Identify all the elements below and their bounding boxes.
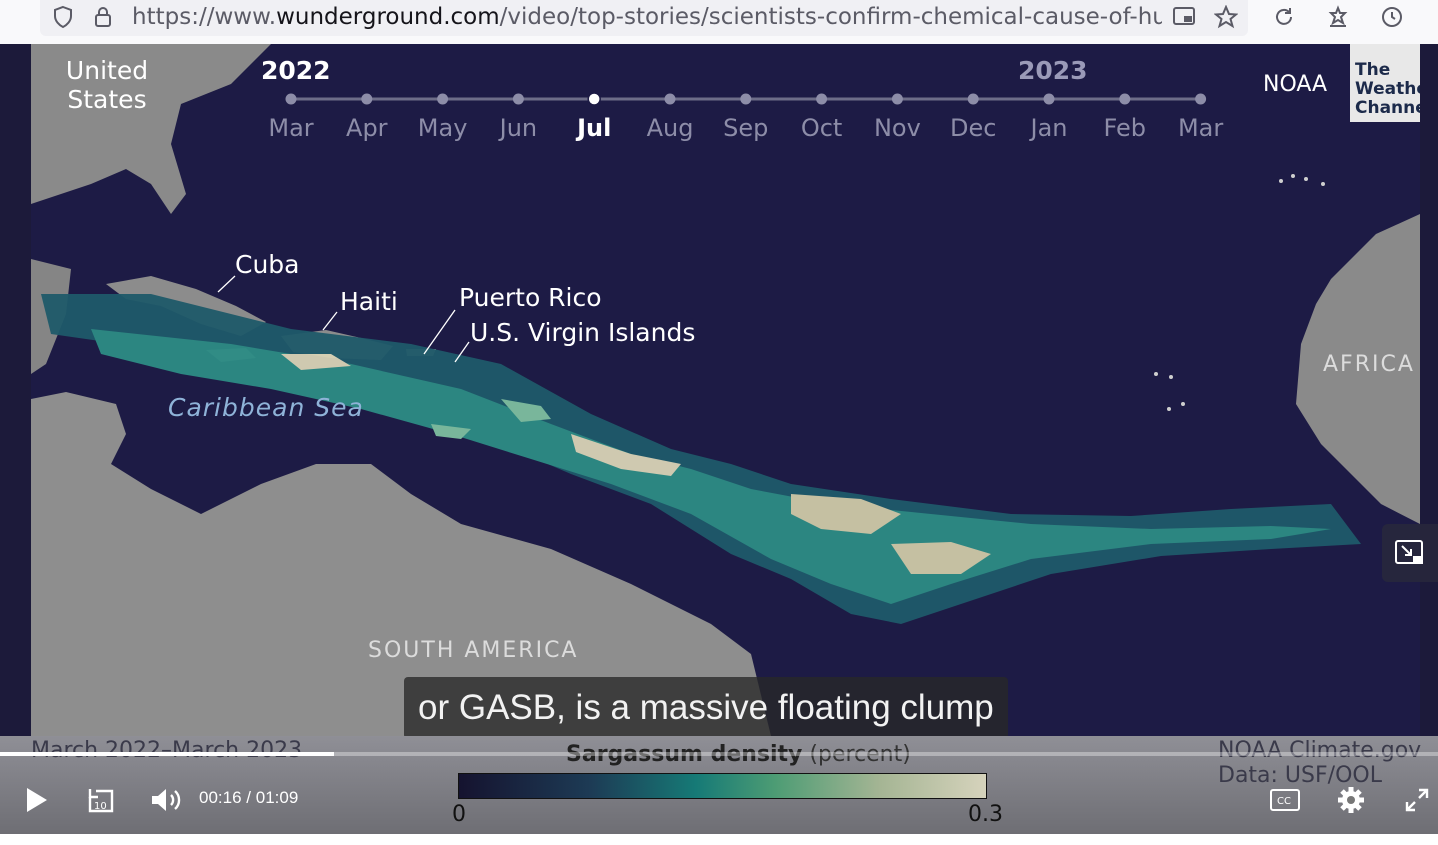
timeline-month-3: Jun <box>499 114 538 142</box>
label-puerto-rico: Puerto Rico <box>459 283 602 312</box>
label-caribbean-sea: Caribbean Sea <box>168 393 364 422</box>
date-range-text: March 2022–March 2023 <box>31 738 303 763</box>
year-start-label: 2022 <box>261 56 331 85</box>
label-cuba: Cuba <box>235 250 300 279</box>
label-haiti: Haiti <box>340 287 398 316</box>
play-button[interactable] <box>20 784 52 816</box>
map-graphic <box>31 44 1420 736</box>
svg-text:10: 10 <box>94 801 107 812</box>
volume-button[interactable] <box>148 784 184 816</box>
weather-channel-logo: TheWeatherChannel <box>1350 44 1420 122</box>
timeline-month-12: Mar <box>1177 114 1224 142</box>
year-end-label: 2023 <box>1018 56 1088 85</box>
density-colorbar <box>458 773 987 799</box>
legend-min: 0 <box>452 802 466 827</box>
play-icon <box>27 788 47 812</box>
timeline-month-8: Nov <box>873 114 921 142</box>
url-text[interactable]: https://www.wunderground.com/video/top-s… <box>132 4 1162 30</box>
reload-icon[interactable] <box>1268 2 1300 32</box>
timeline-dot-7 <box>816 93 828 105</box>
label-united-states: United States <box>65 56 149 114</box>
legend-title: Sargassum density (percent) <box>566 742 911 767</box>
timeline-month-2: May <box>417 114 468 142</box>
timeline-dot-8 <box>891 93 903 105</box>
pip-icon <box>1395 540 1423 564</box>
captions-button[interactable]: CC <box>1268 786 1302 814</box>
timeline-dot-9 <box>967 93 979 105</box>
timeline-month-9: Dec <box>949 114 997 142</box>
rewind-icon: 10 <box>88 789 114 813</box>
pip-toggle-button[interactable] <box>1382 524 1438 582</box>
legend-max: 0.3 <box>968 802 1003 827</box>
timeline-month-6: Sep <box>723 114 769 142</box>
gear-icon <box>1338 787 1364 813</box>
browser-toolbar: https://www.wunderground.com/video/top-s… <box>0 0 1438 45</box>
video-player[interactable]: United States Cuba Haiti Puerto Rico U.S… <box>0 44 1438 834</box>
history-clock-icon[interactable] <box>1376 2 1408 32</box>
fullscreen-button[interactable] <box>1400 784 1434 816</box>
timeline-dot-0 <box>285 93 297 105</box>
sargassum-map: United States Cuba Haiti Puerto Rico U.S… <box>31 44 1420 736</box>
timeline-dot-10 <box>1043 93 1055 105</box>
cc-icon: CC <box>1270 789 1300 811</box>
timeline-month-0: Mar <box>268 114 314 142</box>
timeline-month-7: Oct <box>800 114 843 142</box>
credit-text: NOAA Climate.gov Data: USF/OOL <box>1218 738 1422 788</box>
timeline-dot-1 <box>361 93 373 105</box>
expand-icon <box>1405 788 1429 812</box>
label-africa: AFRICA <box>1323 352 1415 377</box>
timeline-month-4: Jul <box>577 114 612 142</box>
svg-text:CC: CC <box>1277 796 1291 807</box>
video-caption: or GASB, is a massive floating clump <box>404 677 1008 739</box>
timeline-dot-3 <box>512 93 524 105</box>
timeline-dot-6 <box>740 93 752 105</box>
timeline-dot-2 <box>437 93 449 105</box>
rewind-10-button[interactable]: 10 <box>82 784 118 816</box>
timeline-dot-5 <box>664 93 676 105</box>
label-south-america: SOUTH AMERICA <box>368 638 579 663</box>
seek-bar[interactable] <box>0 752 1438 756</box>
timeline-dot-12 <box>1195 93 1207 105</box>
timeline-month-1: Apr <box>346 114 388 142</box>
settings-button[interactable] <box>1334 784 1368 816</box>
picture-in-picture-icon[interactable] <box>1171 4 1197 30</box>
seek-progress <box>0 752 334 756</box>
timeline-month-10: Jan <box>1030 114 1068 142</box>
speaker-icon <box>152 789 181 811</box>
time-display: 00:16 / 01:09 <box>199 788 299 807</box>
bookmark-star-icon[interactable] <box>1213 4 1239 30</box>
extensions-icon[interactable] <box>1322 2 1354 32</box>
noaa-logo: NOAA <box>1263 72 1328 97</box>
lock-icon[interactable] <box>90 4 116 30</box>
tracking-protection-shield-icon[interactable] <box>50 4 76 30</box>
address-bar[interactable]: https://www.wunderground.com/video/top-s… <box>40 0 1248 36</box>
timeline-month-5: Aug <box>646 114 694 142</box>
label-usvi: U.S. Virgin Islands <box>470 318 696 347</box>
timeline-dot-11 <box>1119 93 1131 105</box>
timeline-dot-4 <box>587 92 601 106</box>
timeline-month-11: Feb <box>1103 114 1147 142</box>
